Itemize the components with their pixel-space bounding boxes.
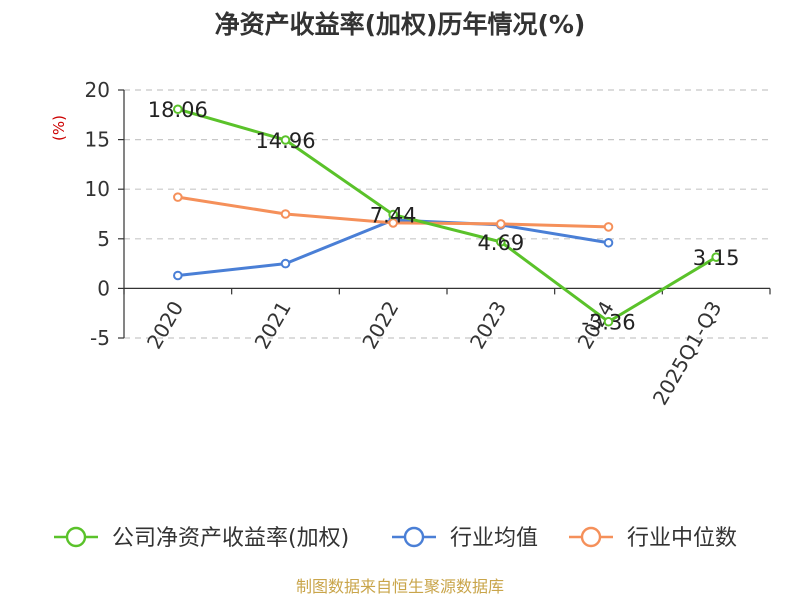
x-tick-labels: 2020 2021 2022 2023 2024 2025Q1-Q3 (142, 297, 727, 409)
legend-label: 行业均值 (450, 526, 538, 551)
data-point-0-3 (496, 237, 506, 247)
y-tick-label: 0 (97, 276, 110, 300)
data-label: 3.15 (693, 246, 740, 270)
data-point-1-4 (603, 237, 614, 248)
y-tick-label: 15 (85, 128, 110, 152)
y-tick-label: 10 (85, 177, 110, 201)
y-tick-label: 5 (97, 227, 110, 251)
data-label: 4.69 (477, 231, 524, 255)
data-point-2-1 (280, 209, 291, 219)
data-point-0-1 (280, 135, 291, 145)
source-note: 制图数据来自恒生聚源数据库 (296, 577, 504, 596)
series-lines (173, 104, 721, 327)
legend-marker-icon-2 (580, 526, 602, 548)
axes (118, 89, 771, 339)
y-axis-unit: (%) (50, 115, 68, 141)
y-tick-label: 20 (85, 78, 110, 102)
data-labels: 18.06 14.96 7.44 4.69 -3.36 3.15 (148, 98, 740, 334)
legend[interactable]: 公司净资产收益率(加权) 行业均值 行业中位数 (54, 526, 737, 551)
x-tick-label: 2022 (357, 297, 403, 353)
data-label: 14.96 (255, 129, 315, 153)
legend-marker-icon-1 (403, 526, 425, 548)
legend-item-2[interactable]: 行业中位数 (569, 526, 737, 551)
series-line-0-0 (177, 107, 717, 324)
data-point-0-4 (603, 316, 614, 327)
data-label: -3.36 (581, 311, 635, 335)
x-tick-label: 2025Q1-Q3 (648, 297, 727, 409)
x-tick-label: 2020 (142, 297, 188, 353)
data-point-1-1 (280, 258, 291, 269)
series-line-1-0 (177, 218, 609, 277)
legend-marker-icon-0 (65, 526, 87, 548)
data-point-0-0 (173, 104, 183, 115)
y-tick-label: -5 (90, 326, 110, 350)
legend-item-1[interactable]: 行业均值 (392, 526, 538, 551)
legend-item-0[interactable]: 公司净资产收益率(加权) (54, 526, 349, 551)
y-tick-labels: 20 15 10 5 0 -5 (85, 78, 110, 350)
data-point-2-0 (173, 192, 183, 202)
data-point-0-2 (388, 209, 398, 220)
legend-label: 行业中位数 (627, 526, 737, 551)
legend-label: 公司净资产收益率(加权) (112, 526, 349, 551)
data-label: 18.06 (148, 98, 208, 122)
x-tick-label: 2021 (250, 297, 296, 353)
data-point-1-0 (173, 270, 183, 281)
data-point-0-5 (711, 252, 721, 262)
chart-title: 净资产收益率(加权)历年情况(%) (215, 10, 586, 39)
grid-lines (124, 89, 770, 339)
data-point-2-4 (603, 222, 614, 232)
data-point-2-3 (496, 219, 506, 229)
x-tick-label: 2023 (465, 297, 511, 353)
data-label: 7.44 (370, 204, 417, 228)
